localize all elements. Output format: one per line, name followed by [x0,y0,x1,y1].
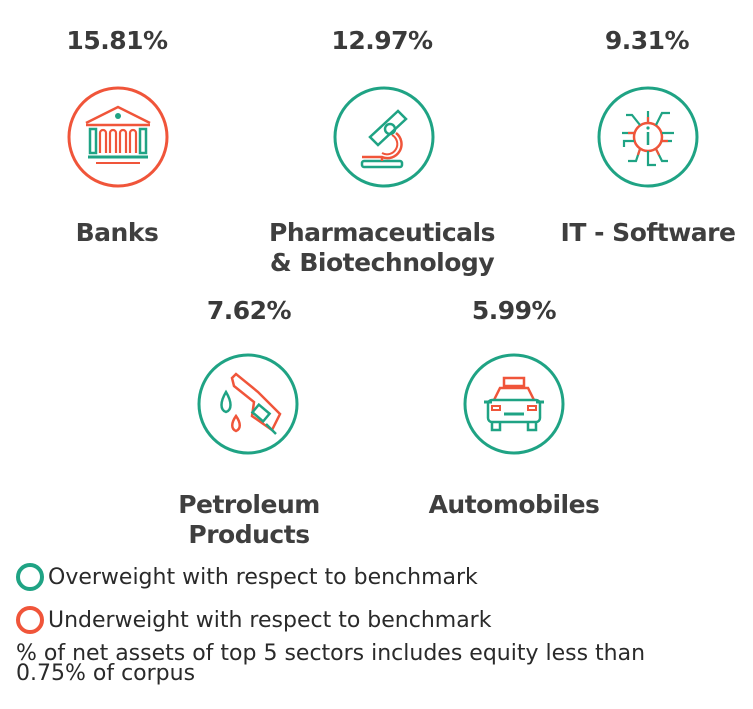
pharma-label-line2: & Biotechnology [269,248,495,277]
legend-underweight: Underweight with respect to benchmark [16,606,491,634]
legend-overweight: Overweight with respect to benchmark [16,563,478,591]
footnote-line1: % of net assets of top 5 sectors include… [16,641,646,666]
petroleum-label-line2: Products [188,520,310,549]
fuel-nozzle-icon [196,352,300,456]
car-icon [462,352,566,456]
it-software-label: IT - Software [560,218,736,247]
pharma-label-line1: Pharmaceuticals [269,218,495,247]
chip-icon [596,85,700,189]
automobiles-percent: 5.99% [471,296,557,325]
microscope-icon [332,85,436,189]
banks-label: Banks [75,218,159,247]
petroleum-percent: 7.62% [206,296,292,325]
petroleum-label-line1: Petroleum [178,490,320,519]
footnote-line2: 0.75% of corpus [16,661,196,686]
petroleum-label: Petroleum Products [163,490,335,550]
automobiles-label: Automobiles [428,490,600,519]
banks-percent: 15.81% [66,26,168,55]
it-software-percent: 9.31% [604,26,690,55]
pharma-percent: 12.97% [331,26,433,55]
bank-icon [66,85,170,189]
underweight-circle-icon [16,606,44,634]
footnote: % of net assets of top 5 sectors include… [16,641,746,686]
overweight-circle-icon [16,563,44,591]
pharma-label: Pharmaceuticals & Biotechnology [262,218,502,278]
legend-overweight-text: Overweight with respect to benchmark [48,564,478,590]
legend-underweight-text: Underweight with respect to benchmark [48,607,492,633]
